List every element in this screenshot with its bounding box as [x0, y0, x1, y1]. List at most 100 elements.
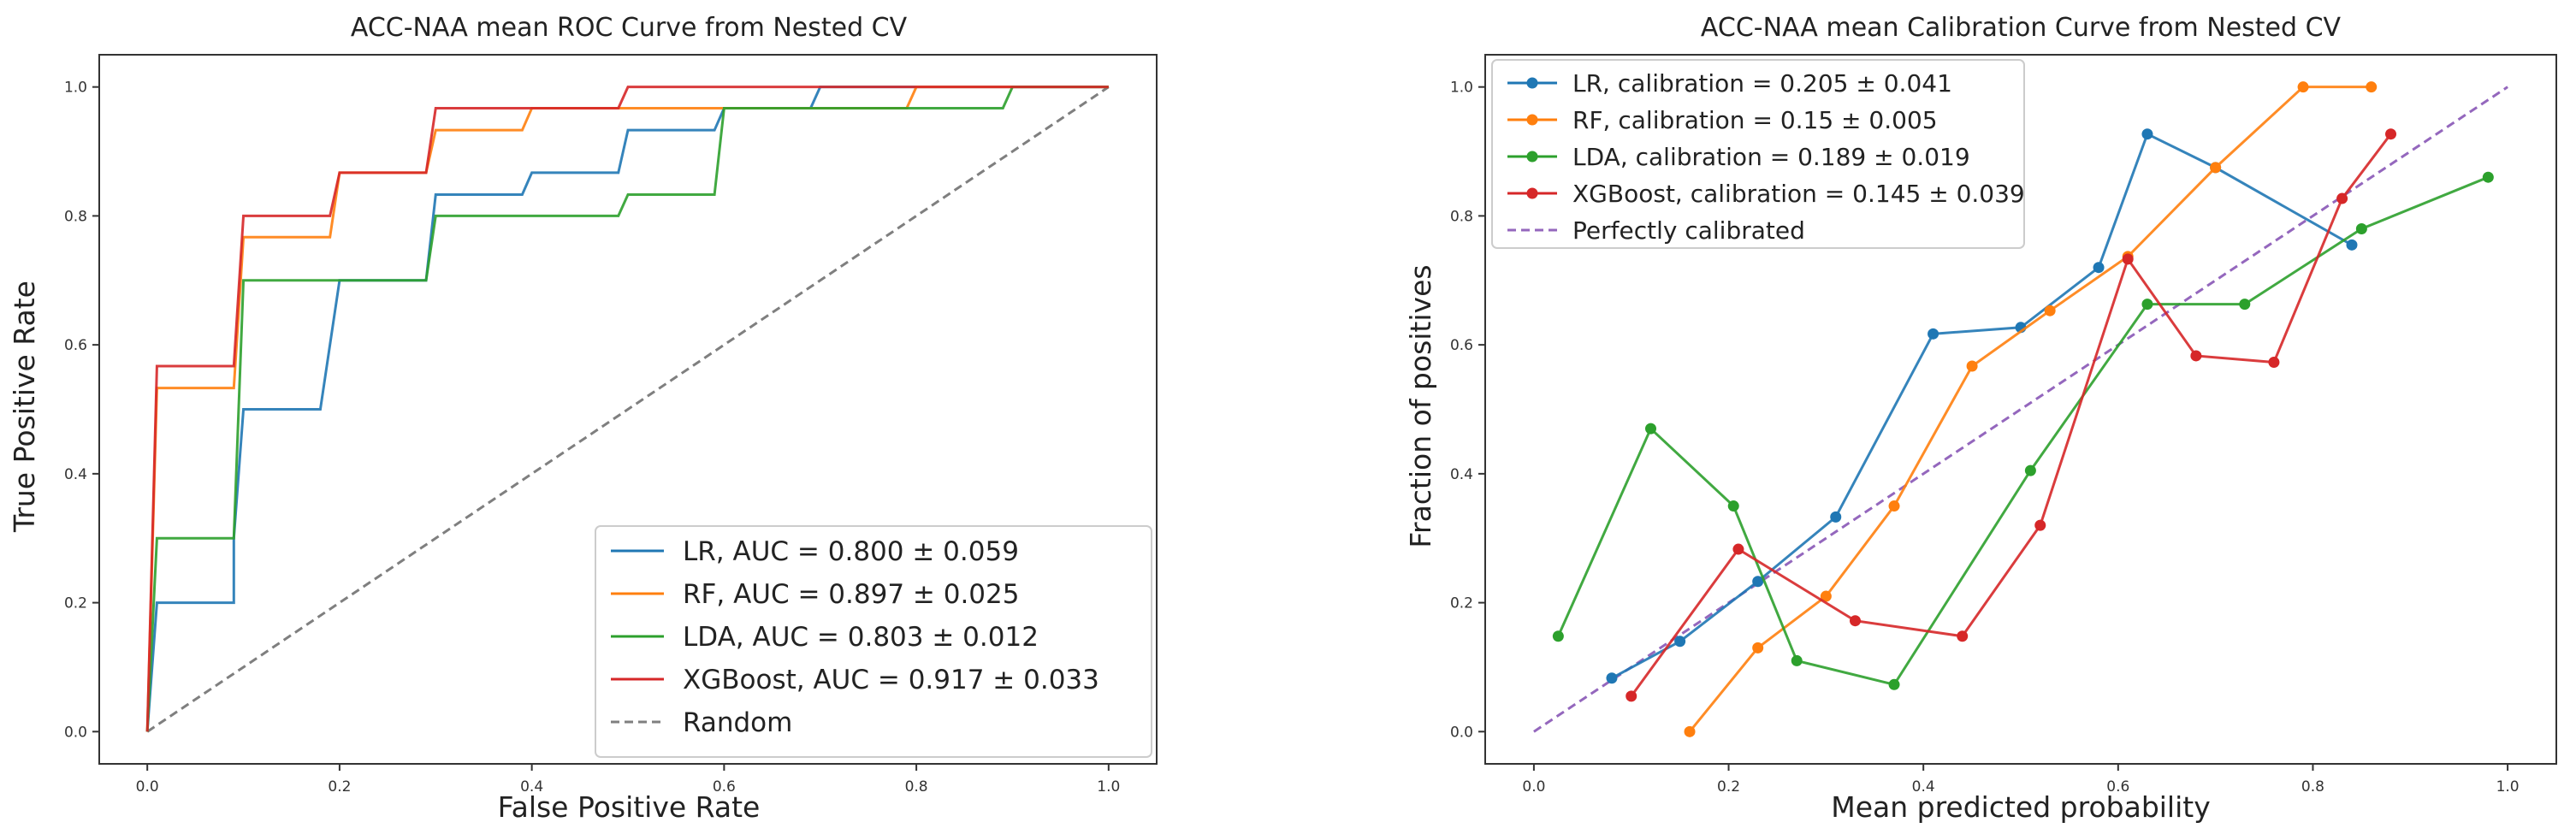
calibration-x-tick-label: 0.0 — [1522, 778, 1545, 796]
calibration-point-xgboost — [2268, 356, 2280, 368]
calibration-x-tick-label: 0.6 — [2106, 778, 2129, 796]
calibration-series-line-rf — [1688, 86, 2372, 733]
calibration-point-rf — [1966, 360, 1978, 372]
calibration-y-ticks: 0.0 0.2 0.4 0.6 0.8 1.0 — [1450, 80, 1485, 741]
calibration-legend-label-lda: LDA, calibration = 0.189 ± 0.019 — [1572, 143, 1970, 171]
calibration-point-lda — [1727, 500, 1739, 512]
calibration-point-rf — [2210, 162, 2222, 174]
calibration-point-lda — [2482, 171, 2494, 183]
roc-series-line-lda — [145, 86, 1109, 732]
roc-y-tick-label: 0.0 — [64, 724, 87, 741]
calibration-point-lda — [1644, 423, 1656, 435]
calibration-legend-marker-rf — [1526, 114, 1538, 126]
roc-legend-label-lda: LDA, AUC = 0.803 ± 0.012 — [683, 622, 1039, 653]
calibration-x-tick-label: 1.0 — [2496, 778, 2520, 796]
calibration-point-lr — [1830, 511, 1842, 523]
calibration-series-line-lda — [1556, 175, 2489, 687]
calibration-point-xgboost — [1732, 543, 1744, 555]
calibration-point-xgboost — [2190, 350, 2202, 362]
calibration-chart: ACC-NAA mean Calibration Curve from Nest… — [1404, 13, 2557, 824]
roc-legend-label-rf: RF, AUC = 0.897 ± 0.025 — [683, 579, 1019, 610]
calibration-y-tick-label: 0.4 — [1450, 466, 1473, 483]
calibration-point-lr — [1674, 636, 1686, 648]
calibration-point-rf — [1684, 725, 1696, 737]
roc-y-tick-label: 0.4 — [64, 466, 87, 483]
calibration-axes-frame — [1484, 54, 2557, 765]
calibration-point-rf — [2366, 81, 2378, 93]
calibration-point-xgboost — [1957, 630, 1969, 642]
calibration-point-rf — [1752, 642, 1764, 654]
calibration-point-rf — [2297, 81, 2309, 93]
calibration-y-tick-label: 0.2 — [1450, 595, 1473, 612]
roc-legend-label-random: Random — [683, 707, 792, 738]
calibration-series-line-xgboost — [1630, 133, 2392, 697]
calibration-legend-box — [1491, 59, 2025, 249]
roc-legend: LR, AUC = 0.800 ± 0.059 RF, AUC = 0.897 ±… — [595, 525, 1152, 758]
calibration-point-rf — [1888, 500, 1900, 512]
calibration-legend-marker-xgboost — [1526, 187, 1538, 199]
roc-x-axis-label: False Positive Rate — [498, 790, 761, 824]
roc-x-tick-label: 0.6 — [713, 778, 736, 796]
calibration-point-xgboost — [2336, 192, 2348, 204]
calibration-point-rf — [1820, 590, 1832, 602]
calibration-point-lr — [2141, 128, 2153, 140]
calibration-y-tick-label: 0.8 — [1450, 208, 1473, 225]
calibration-point-lda — [2355, 222, 2367, 234]
calibration-x-tick-label: 0.4 — [1912, 778, 1935, 796]
calibration-point-lr — [1752, 576, 1764, 588]
calibration-point-lda — [1552, 630, 1564, 642]
calibration-series-line-lr — [1611, 132, 2353, 680]
calibration-point-lda — [1791, 654, 1803, 666]
calibration-legend-marker-lr — [1526, 77, 1538, 89]
calibration-title: ACC-NAA mean Calibration Curve from Nest… — [1701, 13, 2342, 43]
calibration-legend-label-perfectly-calibrated: Perfectly calibrated — [1572, 216, 1805, 245]
roc-y-tick-label: 0.6 — [64, 337, 87, 354]
roc-series-line-random — [146, 86, 1110, 733]
calibration-point-xgboost — [2034, 519, 2046, 531]
calibration-legend-label-xgboost: XGBoost, calibration = 0.145 ± 0.039 — [1572, 180, 2025, 208]
roc-y-tick-label: 0.8 — [64, 208, 87, 225]
roc-x-tick-label: 0.8 — [905, 778, 928, 796]
calibration-x-ticks: 0.0 0.2 0.4 0.6 0.8 1.0 — [1522, 764, 2520, 796]
calibration-plot-area — [1533, 81, 2508, 737]
calibration-legend-label-lr: LR, calibration = 0.205 ± 0.041 — [1572, 69, 1952, 98]
roc-title: ACC-NAA mean ROC Curve from Nested CV — [351, 13, 908, 43]
calibration-point-lr — [2346, 239, 2358, 251]
calibration-point-xgboost — [2385, 128, 2397, 140]
calibration-legend: LR, calibration = 0.205 ± 0.041 RF, calib… — [1491, 59, 2025, 249]
calibration-point-lda — [1888, 678, 1900, 690]
calibration-y-tick-label: 1.0 — [1450, 80, 1473, 97]
calibration-y-tick-label: 0.0 — [1450, 724, 1473, 741]
roc-legend-label-xgboost: XGBoost, AUC = 0.917 ± 0.033 — [683, 665, 1099, 695]
calibration-point-lda — [2024, 464, 2036, 476]
roc-y-ticks: 0.0 0.2 0.4 0.6 0.8 1.0 — [64, 80, 99, 741]
calibration-legend-marker-lda — [1526, 151, 1538, 163]
roc-chart: ACC-NAA mean ROC Curve from Nested CV Fa… — [8, 13, 1158, 824]
calibration-y-axis-label: Fraction of positives — [1404, 264, 1437, 547]
calibration-x-tick-label: 0.2 — [1717, 778, 1740, 796]
calibration-point-rf — [2044, 305, 2056, 316]
calibration-x-tick-label: 0.8 — [2301, 778, 2324, 796]
calibration-point-lda — [2141, 299, 2153, 311]
calibration-x-axis-label: Mean predicted probability — [1831, 790, 2211, 824]
calibration-point-xgboost — [1850, 615, 1862, 627]
roc-x-ticks: 0.0 0.2 0.4 0.6 0.8 1.0 — [136, 764, 1120, 796]
roc-plot-area — [145, 86, 1110, 733]
roc-x-tick-label: 1.0 — [1097, 778, 1120, 796]
calibration-point-xgboost — [1626, 690, 1637, 702]
roc-x-tick-label: 0.4 — [520, 778, 543, 796]
calibration-legend-label-rf: RF, calibration = 0.15 ± 0.005 — [1572, 106, 1938, 134]
calibration-point-lr — [2093, 262, 2105, 274]
roc-x-tick-label: 0.0 — [136, 778, 159, 796]
roc-axes-frame — [98, 54, 1158, 765]
calibration-point-xgboost — [2122, 253, 2134, 265]
roc-y-tick-label: 1.0 — [64, 80, 87, 97]
calibration-y-tick-label: 0.6 — [1450, 337, 1473, 354]
calibration-point-lda — [2239, 299, 2251, 311]
calibration-point-lr — [1606, 672, 1618, 684]
roc-series-line-xgboost — [145, 86, 1109, 732]
calibration-point-lr — [1928, 328, 1939, 340]
roc-legend-box — [595, 525, 1152, 758]
roc-legend-label-lr: LR, AUC = 0.800 ± 0.059 — [683, 536, 1019, 567]
